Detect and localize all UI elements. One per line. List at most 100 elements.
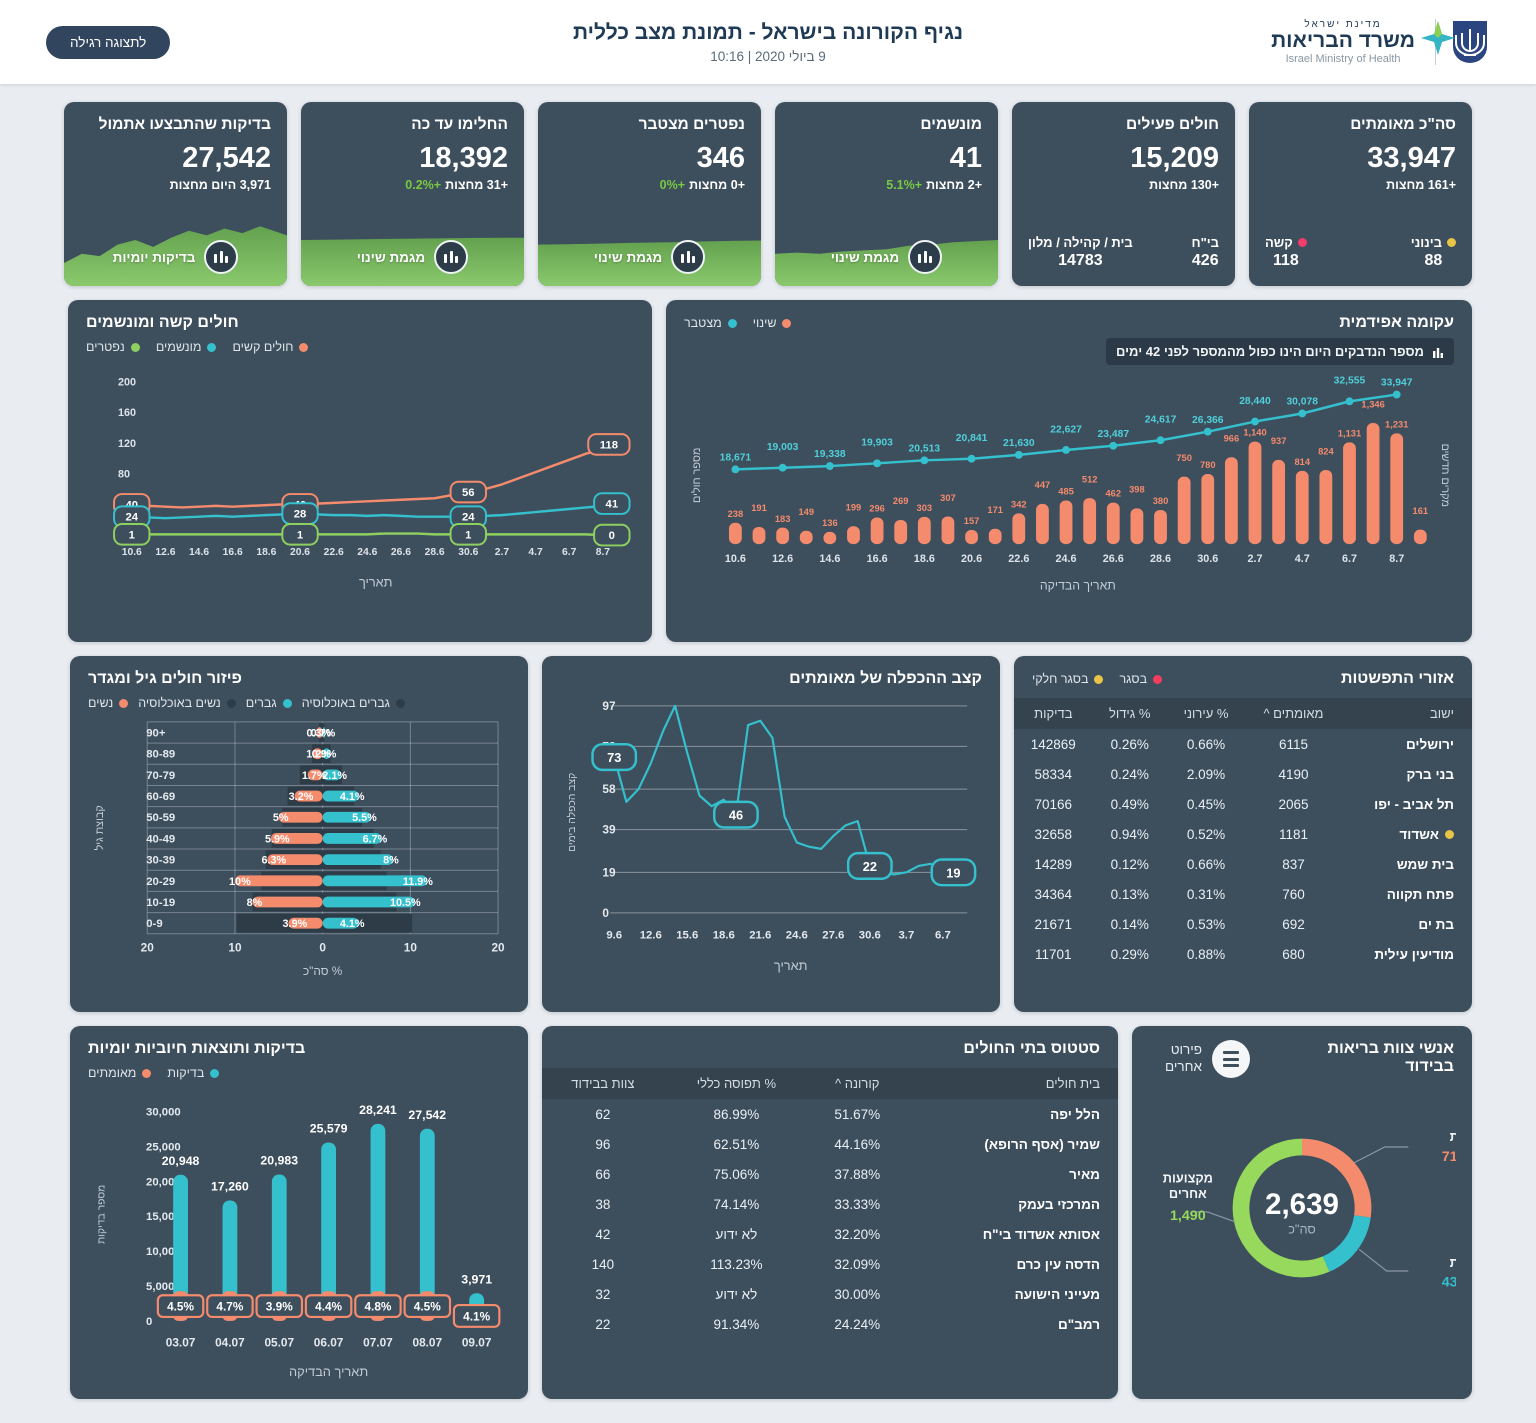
trend-chart-icon[interactable] bbox=[671, 240, 706, 274]
trend-footer[interactable]: בדיקות יומיות bbox=[64, 240, 287, 274]
trend-sparkline bbox=[64, 194, 287, 286]
svg-text:21.6: 21.6 bbox=[749, 930, 771, 942]
table-column-header[interactable]: בית חולים bbox=[905, 1068, 1118, 1099]
table-row[interactable]: בית שמש 837 0.66% 0.12% 14289 bbox=[1034, 856, 1454, 872]
table-row[interactable]: מודיעין עילית 680 0.88% 0.29% 11701 bbox=[1035, 946, 1454, 962]
svg-text:1.7%: 1.7% bbox=[302, 770, 327, 782]
legend-item: מצטבר bbox=[684, 316, 737, 330]
epidemic-chart[interactable]: 238 191 183 149 136 199 296 269 303 307 157 171 342 4… bbox=[666, 365, 1472, 626]
trend-footer[interactable]: מגמת שינוי bbox=[301, 240, 524, 274]
normal-view-button[interactable]: לתצוגה רגילה bbox=[46, 25, 171, 59]
status-dot-icon bbox=[1445, 829, 1454, 839]
trend-footer[interactable]: מגמת שינוי bbox=[538, 240, 761, 274]
doubling-chart[interactable]: 977858391909.612.615.618.621.624.627.630… bbox=[542, 692, 1000, 989]
table-row[interactable]: אשדוד 1181 0.52% 0.94% 32658 bbox=[1014, 819, 1472, 849]
table-column-header[interactable]: % תפוסה כללי bbox=[663, 1068, 810, 1099]
trend-chart-icon[interactable] bbox=[434, 240, 469, 274]
svg-text:3.7: 3.7 bbox=[898, 930, 914, 942]
svg-text:28: 28 bbox=[294, 509, 307, 521]
kpi-stat: קשה 118 bbox=[1265, 235, 1307, 270]
svg-text:1,346: 1,346 bbox=[1361, 399, 1384, 409]
svg-text:אחים/ות: אחים/ות bbox=[1450, 1129, 1456, 1144]
svg-text:19,338: 19,338 bbox=[814, 449, 846, 460]
severe-chart[interactable]: 200160120804010.612.614.616.618.620.622.… bbox=[68, 358, 652, 613]
svg-text:60-69: 60-69 bbox=[146, 791, 175, 803]
legend-item: נשים באוכלוסיה bbox=[138, 696, 236, 710]
svg-text:30-39: 30-39 bbox=[146, 855, 175, 867]
table-row[interactable]: בני ברק 4190 2.09% 0.24% 58334 bbox=[1034, 766, 1454, 782]
table-row[interactable]: מעייני הישועה 30.00% לא ידוע 32 bbox=[595, 1286, 1100, 1302]
svg-text:רופאים/ות: רופאים/ות bbox=[1450, 1255, 1456, 1270]
table-row[interactable]: ירושלים 6115 0.66% 0.26% 142869 bbox=[1030, 736, 1454, 752]
svg-text:9.6: 9.6 bbox=[606, 930, 622, 942]
svg-text:0: 0 bbox=[319, 941, 326, 955]
severe-ventilated-card: חולים קשה ומונשמים חולים קשים מונשמים נפטר… bbox=[68, 300, 652, 642]
kpi-title: נפטרים מצטבר bbox=[638, 116, 745, 133]
svg-text:מקרים חדשים: מקרים חדשים bbox=[1439, 444, 1451, 507]
svg-text:97: 97 bbox=[602, 699, 616, 713]
svg-text:3.2%: 3.2% bbox=[289, 791, 314, 803]
svg-text:מספר בדיקות: מספר בדיקות bbox=[97, 1185, 108, 1244]
table-row[interactable]: אסותא אשדוד בי"ח 32.20% לא ידוע 42 bbox=[595, 1226, 1100, 1242]
svg-text:342: 342 bbox=[1011, 499, 1027, 509]
legend-item: בדיקות bbox=[167, 1066, 220, 1080]
svg-text:447: 447 bbox=[1035, 480, 1051, 490]
table-row[interactable]: רמב"ם 24.24% 91.34% 22 bbox=[595, 1316, 1100, 1332]
spread-title: אזורי התפשטות bbox=[1340, 670, 1454, 687]
kpi-row: סה"כ מאומתים 33,947 +161 מחצות בינוני 88 קשה 1… bbox=[64, 102, 1472, 286]
logo-line3: Israel Ministry of Health bbox=[1285, 52, 1401, 65]
svg-text:1.2%: 1.2% bbox=[306, 749, 331, 761]
svg-text:183: 183 bbox=[775, 514, 791, 524]
table-column-header[interactable]: בדיקות bbox=[1014, 698, 1093, 729]
kpi-stat: בינוני 88 bbox=[1411, 235, 1456, 270]
tests-chart[interactable]: 0 5,000 10,000 15,000 20,000 25,000 30,000 20,9… bbox=[70, 1084, 528, 1399]
spread-table[interactable]: ישוב מאומתים ^% עירוני% גידול בדיקות ירושלי… bbox=[1014, 698, 1472, 969]
table-column-header[interactable]: ישוב bbox=[1341, 698, 1472, 729]
table-column-header[interactable]: קורונה ^ bbox=[809, 1068, 906, 1099]
svg-text:סה"כ: סה"כ bbox=[1288, 1222, 1316, 1237]
table-column-header[interactable]: % עירוני bbox=[1166, 698, 1246, 729]
svg-text:27,542: 27,542 bbox=[408, 1108, 446, 1122]
staff-menu-label[interactable]: פירוט אחרים bbox=[1165, 1042, 1202, 1074]
svg-text:780: 780 bbox=[1200, 460, 1216, 470]
hospitals-table[interactable]: בית חולים קורונה ^% תפוסה כללי צוות בבידוד… bbox=[542, 1068, 1118, 1339]
kpi-delta: +130 מחצות bbox=[1149, 178, 1219, 192]
pyramid-chart[interactable]: 0.7% 0.3% +90 1.2% 0.9% 80-89 1.7% 2.1% 70-79 3.2… bbox=[70, 714, 528, 997]
kpi-title: סה"כ מאומתים bbox=[1350, 116, 1456, 133]
epidemic-curve-card: עקומה אפידמית שינוי מצטבר מספר הנדבקים הי… bbox=[666, 300, 1472, 642]
svg-text:16.6: 16.6 bbox=[223, 547, 243, 558]
svg-text:5.5%: 5.5% bbox=[352, 812, 377, 824]
table-row[interactable]: המרכזי בעמק 33.33% 74.14% 38 bbox=[595, 1196, 1100, 1212]
table-row[interactable]: תל אביב - יפו 2065 0.45% 0.49% 70166 bbox=[1034, 796, 1454, 812]
kpi-value: 27,542 bbox=[182, 142, 271, 174]
table-column-header[interactable]: % גידול bbox=[1092, 698, 1167, 729]
table-row[interactable]: הדסה עין כרם 32.09% 113.23% 140 bbox=[591, 1256, 1100, 1272]
table-row[interactable]: בת ים 692 0.53% 0.14% 21671 bbox=[1034, 916, 1454, 932]
svg-text:380: 380 bbox=[1153, 496, 1169, 506]
svg-text:05.07: 05.07 bbox=[264, 1336, 294, 1350]
svg-text:% סה"כ: % סה"כ bbox=[303, 964, 343, 978]
table-column-header[interactable]: מאומתים ^ bbox=[1245, 698, 1342, 729]
status-dot-icon bbox=[1447, 238, 1456, 247]
svg-text:10,000: 10,000 bbox=[146, 1246, 181, 1258]
table-row[interactable]: שמיר (אסף הרופא) 44.16% 62.51% 96 bbox=[595, 1136, 1100, 1152]
svg-text:191: 191 bbox=[751, 503, 767, 513]
table-column-header[interactable]: צוות בבידוד bbox=[542, 1068, 664, 1099]
israel-emblem-icon bbox=[1453, 21, 1487, 63]
trend-chart-icon[interactable] bbox=[908, 240, 943, 274]
table-row[interactable]: מאיר 37.88% 75.06% 66 bbox=[595, 1166, 1100, 1182]
menu-icon[interactable] bbox=[1212, 1040, 1250, 1078]
svg-text:136: 136 bbox=[822, 518, 838, 528]
svg-text:18.6: 18.6 bbox=[914, 553, 935, 565]
kpi-stats: בינוני 88 קשה 118 bbox=[1265, 235, 1456, 270]
table-row[interactable]: הלל יפה 51.67% 86.99% 62 bbox=[595, 1106, 1100, 1122]
svg-text:28,241: 28,241 bbox=[359, 1103, 397, 1117]
svg-text:0.3%: 0.3% bbox=[307, 727, 332, 739]
svg-text:303: 303 bbox=[917, 503, 933, 513]
table-row[interactable]: פתח תקווה 760 0.31% 0.13% 34364 bbox=[1034, 886, 1454, 902]
trend-footer[interactable]: מגמת שינוי bbox=[775, 240, 998, 274]
trend-chart-icon[interactable] bbox=[204, 240, 239, 274]
epidemic-note: מספר הנדבקים היום הינו כפול מהמספר לפני … bbox=[1105, 338, 1454, 365]
svg-text:157: 157 bbox=[964, 516, 980, 526]
